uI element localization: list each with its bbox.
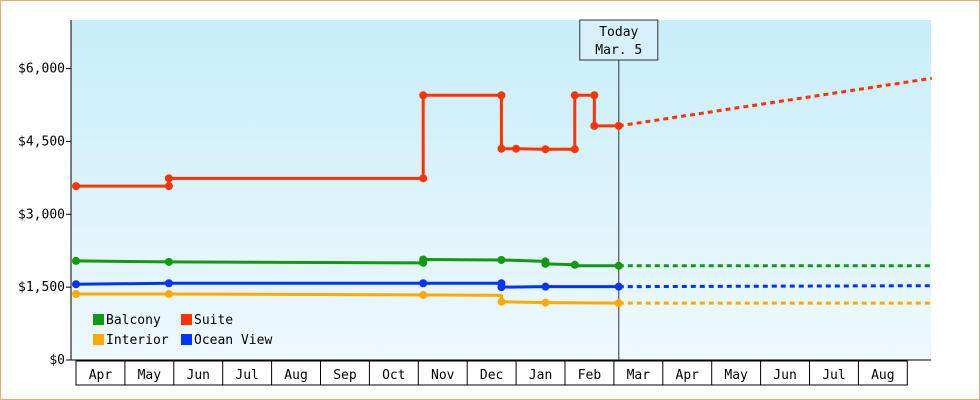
data-point-balcony — [497, 255, 506, 264]
data-point-balcony — [541, 259, 550, 268]
x-tick-label: May — [138, 368, 162, 383]
series-forecast-suite — [618, 76, 932, 128]
x-tick-label: Aug — [871, 368, 894, 383]
legend: Balcony Suite Interior Ocean View — [93, 313, 272, 348]
x-tick-label: Jul — [822, 368, 845, 383]
data-point-balcony — [614, 261, 623, 270]
x-tick-label: Jun — [187, 368, 210, 383]
data-point-ocean-view — [614, 282, 623, 291]
data-point-suite — [419, 174, 428, 183]
data-point-suite — [497, 91, 506, 100]
data-point-suite — [570, 91, 579, 100]
x-tick-label: Nov — [431, 368, 455, 383]
x-axis: Apr May Jun Jul Aug Sep Oct Nov Dec Jan Feb Mar Apr M… — [71, 359, 931, 386]
x-tick-label: Apr — [89, 368, 113, 383]
today-marker: Today Mar. 5 — [579, 19, 659, 360]
x-tick-label: Feb — [578, 368, 602, 383]
legend-swatch — [93, 314, 104, 325]
data-point-suite — [614, 121, 623, 130]
data-point-ocean-view — [419, 279, 428, 288]
y-tick-label: $3,000 — [18, 207, 65, 222]
data-point-suite — [570, 145, 579, 154]
data-point-interior — [541, 298, 550, 307]
data-point-ocean-view — [164, 279, 173, 288]
x-tick-label: May — [724, 368, 748, 383]
data-point-balcony — [164, 257, 173, 266]
data-point-suite — [541, 145, 550, 154]
series-forecast-ocean-view — [618, 284, 932, 289]
data-point-ocean-view — [72, 280, 80, 289]
data-point-balcony — [72, 256, 80, 265]
y-tick-label: $0 — [49, 353, 65, 368]
x-tick-label: Jul — [235, 368, 258, 383]
data-point-ocean-view — [541, 282, 550, 291]
x-tick-label: Mar — [627, 368, 651, 383]
data-point-suite — [419, 91, 428, 100]
series-group — [72, 76, 932, 308]
legend-swatch — [181, 314, 192, 325]
x-tick-label: Jan — [529, 368, 552, 383]
x-tick-label: Apr — [676, 368, 700, 383]
y-axis: $0 $1,500 $3,000 $4,500 $6,000 — [18, 20, 72, 368]
data-point-suite — [512, 144, 521, 153]
y-tick-label: $1,500 — [18, 280, 65, 295]
x-tick-label: Oct — [382, 368, 405, 383]
legend-label: Interior — [106, 333, 169, 348]
data-point-balcony — [570, 260, 579, 269]
x-tick-label: Sep — [333, 368, 357, 383]
x-axis-band — [75, 360, 908, 386]
data-point-suite — [497, 144, 506, 153]
data-point-balcony — [419, 255, 428, 264]
data-point-interior — [614, 299, 623, 308]
today-label: Today — [599, 25, 638, 40]
data-point-interior — [497, 297, 506, 306]
legend-swatch — [93, 334, 104, 345]
y-tick-label: $6,000 — [18, 62, 65, 77]
data-point-interior — [419, 290, 428, 299]
x-tick-label: Aug — [284, 368, 307, 383]
data-point-suite — [590, 121, 599, 130]
legend-swatch — [181, 334, 192, 345]
legend-label: Suite — [194, 313, 233, 328]
data-point-suite — [72, 182, 80, 191]
data-point-interior — [72, 289, 80, 298]
data-point-interior — [164, 289, 173, 298]
data-point-suite — [164, 182, 173, 191]
plot-background — [71, 20, 931, 360]
data-point-suite — [590, 91, 599, 100]
y-tick-label: $4,500 — [18, 134, 65, 149]
today-box — [579, 19, 659, 61]
x-tick-label: Dec — [480, 368, 503, 383]
data-point-ocean-view — [497, 283, 506, 292]
today-date: Mar. 5 — [595, 43, 642, 58]
data-point-suite — [164, 174, 173, 183]
legend-label: Ocean View — [194, 333, 272, 348]
legend-label: Balcony — [106, 313, 161, 328]
x-tick-label: Jun — [773, 368, 796, 383]
